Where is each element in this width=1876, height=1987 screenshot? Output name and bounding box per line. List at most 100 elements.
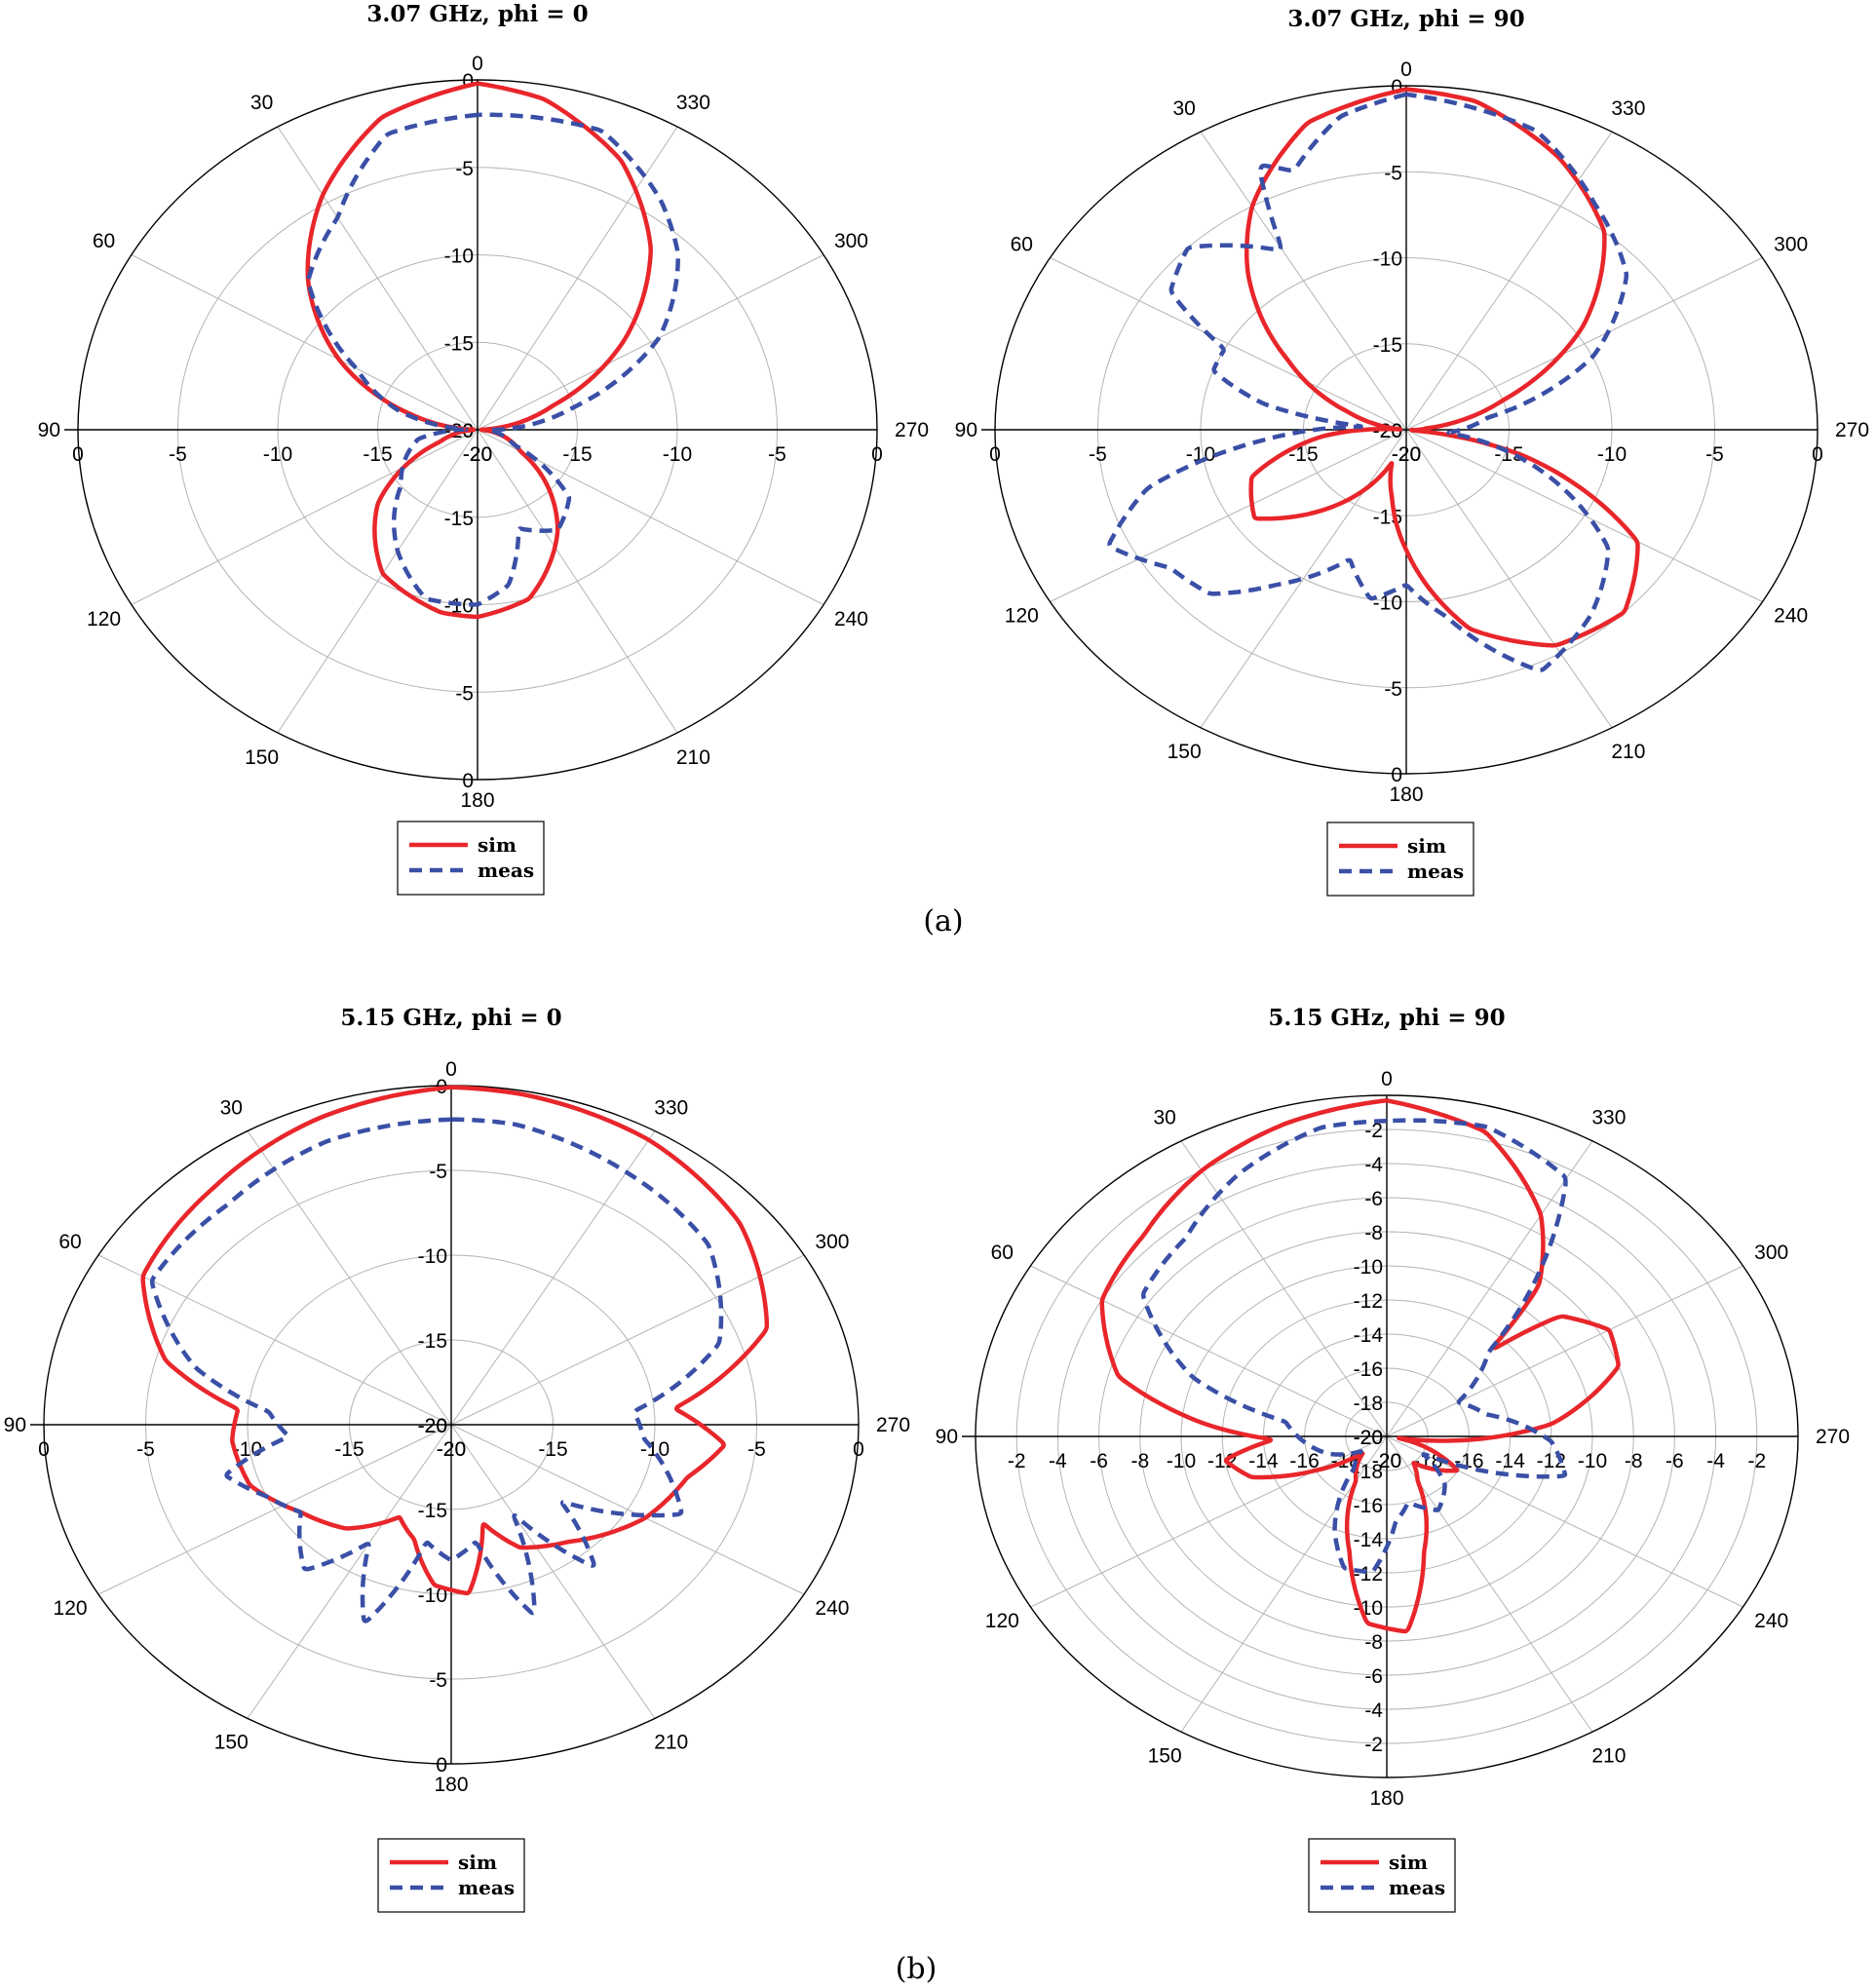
r-tick-label: -10 bbox=[444, 246, 474, 268]
angle-label: 120 bbox=[1005, 605, 1039, 628]
legend-box bbox=[377, 1838, 525, 1913]
r-tick-label: -10 bbox=[1373, 592, 1402, 615]
angle-label: 270 bbox=[1816, 1426, 1850, 1448]
r-tick-label: -2 bbox=[1747, 1450, 1766, 1472]
r-tick-label: -2 bbox=[1364, 1120, 1383, 1142]
r-tick-label: -10 bbox=[418, 1585, 447, 1607]
r-tick-label: -10 bbox=[663, 443, 692, 466]
r-tick-label: -4 bbox=[1706, 1450, 1725, 1472]
angle-label: 330 bbox=[1611, 97, 1645, 120]
angle-label: 0 bbox=[472, 53, 483, 75]
r-tick-label: -15 bbox=[444, 332, 474, 355]
grid-spoke bbox=[1405, 132, 1613, 431]
r-tick-label: 0 bbox=[1391, 76, 1402, 98]
angle-label: 150 bbox=[245, 746, 279, 769]
r-tick-label: -6 bbox=[1090, 1450, 1108, 1472]
legend-sim-label: sim bbox=[478, 833, 517, 857]
r-tick-label: -15 bbox=[418, 1500, 447, 1522]
grid-spoke bbox=[477, 254, 824, 431]
grid-spoke bbox=[1030, 1265, 1388, 1437]
r-tick-label: -16 bbox=[1354, 1358, 1383, 1381]
r-tick-label: -10 bbox=[1597, 443, 1627, 466]
angle-label: 180 bbox=[434, 1774, 468, 1796]
r-tick-label: -8 bbox=[1364, 1222, 1383, 1244]
chart-title: 3.07 GHz, phi = 0 bbox=[366, 1, 588, 27]
r-tick-label: -5 bbox=[1384, 162, 1402, 184]
angle-label: 300 bbox=[834, 230, 868, 252]
r-tick-label: 0 bbox=[462, 770, 474, 792]
r-tick-label: -15 bbox=[444, 508, 474, 530]
legend-meas-label: meas bbox=[1389, 1876, 1445, 1899]
grid-spoke bbox=[1386, 1265, 1743, 1437]
r-tick-label: 0 bbox=[38, 1438, 50, 1461]
r-tick-label: 0 bbox=[989, 443, 1001, 466]
r-tick-label: -6 bbox=[1364, 1665, 1383, 1688]
angle-label: 90 bbox=[936, 1426, 958, 1448]
grid-spoke bbox=[97, 1254, 452, 1426]
polar-plot-5-15ghz-phi-0: 5.15 GHz, phi = 0 0 30 60 90 120 150 180 210 240 2… bbox=[4, 1005, 910, 1913]
r-tick-label: -4 bbox=[1364, 1700, 1383, 1722]
r-tick-label: 0 bbox=[436, 1754, 447, 1777]
angle-label: 180 bbox=[1389, 783, 1423, 806]
r-tick-label: -10 bbox=[1578, 1450, 1607, 1472]
chart-title: 3.07 GHz, phi = 90 bbox=[1287, 6, 1524, 32]
angle-label: 150 bbox=[1148, 1744, 1182, 1767]
r-tick-label: -16 bbox=[1354, 1495, 1383, 1517]
r-tick-label: -12 bbox=[1207, 1450, 1237, 1472]
r-tick-label: -20 bbox=[418, 1415, 447, 1437]
r-tick-label: -10 bbox=[1354, 1256, 1383, 1279]
grid-spoke bbox=[247, 1130, 452, 1426]
angle-label: 330 bbox=[654, 1097, 688, 1120]
angle-label: 210 bbox=[1591, 1744, 1626, 1767]
angle-label: 90 bbox=[955, 419, 977, 441]
legend-meas-label: meas bbox=[1407, 860, 1464, 883]
r-tick-label: -5 bbox=[747, 1438, 766, 1461]
series-sim-line bbox=[140, 1085, 770, 1596]
r-tick-label: -12 bbox=[1354, 1290, 1383, 1313]
r-tick-label: -4 bbox=[1364, 1154, 1383, 1176]
grid-spoke bbox=[277, 429, 479, 734]
series-sim-line bbox=[305, 81, 653, 620]
r-tick-label: -15 bbox=[538, 1438, 567, 1461]
angle-label: 0 bbox=[445, 1058, 457, 1081]
angle-label: 270 bbox=[1835, 419, 1869, 441]
legend-sim-label: sim bbox=[458, 1851, 497, 1874]
legend-sim-label: sim bbox=[1389, 1851, 1428, 1874]
r-tick-label: -5 bbox=[455, 158, 474, 180]
angle-label: 330 bbox=[1591, 1107, 1626, 1129]
angle-label: 30 bbox=[220, 1097, 243, 1120]
angle-label: 30 bbox=[1172, 97, 1195, 120]
r-tick-label: -6 bbox=[1364, 1188, 1383, 1210]
r-tick-label: 0 bbox=[1812, 443, 1823, 466]
outer-ring bbox=[975, 1094, 1799, 1778]
r-tick-label: -10 bbox=[418, 1245, 447, 1268]
outer-ring bbox=[43, 1085, 860, 1765]
r-tick-label: -20 bbox=[1354, 1427, 1383, 1449]
grid-spoke bbox=[97, 1424, 452, 1595]
polar-plot-5-15ghz-phi-90: 5.15 GHz, phi = 90 0 30 60 90 120 150 180 210 240… bbox=[936, 1005, 1850, 1913]
angle-label: 180 bbox=[1369, 1787, 1403, 1810]
angle-label: 300 bbox=[1754, 1242, 1788, 1264]
r-tick-label: -15 bbox=[562, 443, 592, 466]
angle-label: 0 bbox=[1400, 58, 1412, 81]
legend-box bbox=[397, 821, 545, 896]
grid-spoke bbox=[450, 1424, 656, 1719]
r-tick-label: -5 bbox=[1705, 443, 1724, 466]
angle-label: 30 bbox=[250, 92, 273, 114]
angle-label: 60 bbox=[93, 230, 115, 252]
r-tick-label: -15 bbox=[363, 443, 392, 466]
r-tick-label: -10 bbox=[1167, 1450, 1196, 1472]
r-tick-label: -14 bbox=[1354, 1324, 1384, 1347]
r-tick-label: -2 bbox=[1008, 1450, 1026, 1472]
angle-label: 210 bbox=[676, 746, 710, 769]
angle-label: 60 bbox=[58, 1231, 81, 1253]
r-tick-label: -5 bbox=[169, 443, 187, 466]
r-tick-label: 0 bbox=[1391, 764, 1402, 786]
grid-spoke bbox=[1386, 1435, 1743, 1608]
angle-label: 240 bbox=[1774, 605, 1808, 628]
angle-label: 210 bbox=[654, 1731, 688, 1753]
grid-spoke bbox=[1180, 1140, 1388, 1437]
series-sim-line bbox=[1244, 87, 1640, 648]
r-tick-label: -20 bbox=[1372, 1450, 1401, 1472]
